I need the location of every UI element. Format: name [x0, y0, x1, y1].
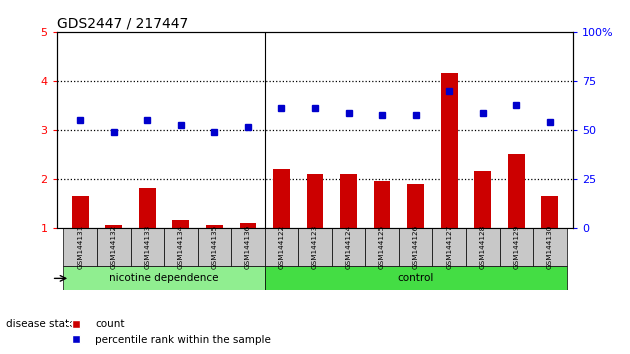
Bar — [340, 174, 357, 228]
Bar — [273, 169, 290, 228]
Bar — [265, 267, 566, 290]
Bar — [432, 228, 466, 267]
Bar — [399, 228, 432, 267]
Bar — [64, 228, 97, 267]
Text: GSM144129: GSM144129 — [513, 225, 519, 269]
Bar — [64, 267, 265, 290]
Bar — [474, 171, 491, 228]
Bar — [500, 228, 533, 267]
Bar — [407, 184, 424, 228]
Bar — [239, 223, 256, 228]
Bar — [533, 228, 566, 267]
Text: GSM144134: GSM144134 — [178, 225, 184, 269]
Bar — [541, 196, 558, 228]
Bar — [97, 228, 130, 267]
Bar — [466, 228, 500, 267]
Bar — [374, 181, 391, 228]
Text: GSM144124: GSM144124 — [345, 225, 352, 269]
Bar — [441, 74, 457, 228]
Bar — [198, 228, 231, 267]
Text: nicotine dependence: nicotine dependence — [109, 273, 219, 284]
Bar — [164, 228, 198, 267]
Bar — [139, 188, 156, 228]
Bar — [508, 154, 525, 228]
Text: GSM144125: GSM144125 — [379, 225, 385, 269]
Text: GSM144136: GSM144136 — [245, 225, 251, 269]
Text: GSM144127: GSM144127 — [446, 225, 452, 269]
Bar — [105, 225, 122, 228]
Bar — [298, 228, 332, 267]
Text: GSM144131: GSM144131 — [77, 225, 83, 269]
Text: control: control — [398, 273, 434, 284]
Legend: count, percentile rank within the sample: count, percentile rank within the sample — [62, 315, 275, 349]
Text: GSM144126: GSM144126 — [413, 225, 419, 269]
Text: GDS2447 / 217447: GDS2447 / 217447 — [57, 17, 188, 31]
Bar — [130, 228, 164, 267]
Bar — [206, 225, 223, 228]
Text: GSM144132: GSM144132 — [111, 225, 117, 269]
Bar — [365, 228, 399, 267]
Bar — [307, 174, 323, 228]
Bar — [231, 228, 265, 267]
Bar — [72, 196, 89, 228]
Text: GSM144122: GSM144122 — [278, 225, 285, 269]
Text: GSM144135: GSM144135 — [211, 225, 217, 269]
Bar — [265, 228, 298, 267]
Text: GSM144123: GSM144123 — [312, 225, 318, 269]
Bar — [173, 220, 189, 228]
Text: disease state: disease state — [6, 319, 76, 329]
Text: GSM144128: GSM144128 — [479, 225, 486, 269]
Text: GSM144130: GSM144130 — [547, 225, 553, 269]
Text: GSM144133: GSM144133 — [144, 225, 151, 269]
Bar — [332, 228, 365, 267]
